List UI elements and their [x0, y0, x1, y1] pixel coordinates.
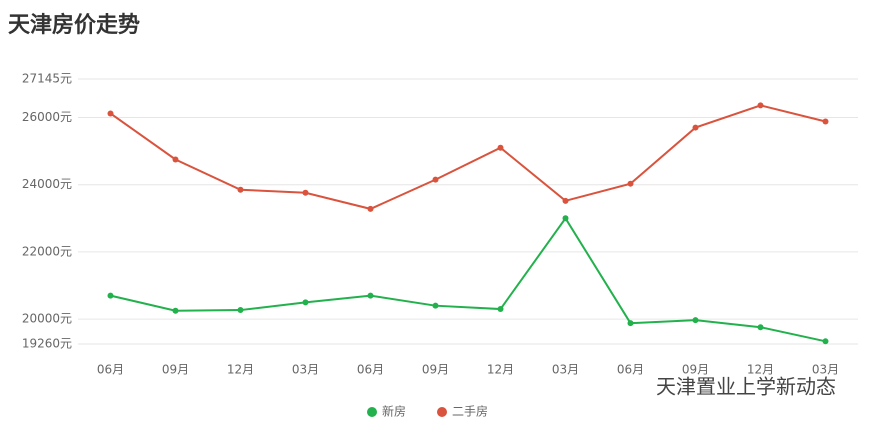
data-point	[302, 189, 309, 196]
data-point	[497, 306, 504, 313]
data-point	[692, 317, 699, 324]
y-tick-label: 26000元	[22, 110, 72, 124]
x-tick-label: 12月	[747, 363, 774, 377]
data-point	[627, 320, 634, 327]
x-tick-label: 09月	[162, 363, 189, 377]
data-point	[757, 324, 764, 331]
data-point	[107, 292, 114, 299]
y-tick-label: 27145元	[22, 72, 72, 86]
data-point	[237, 186, 244, 193]
y-tick-label: 20000元	[22, 312, 72, 326]
legend-label: 新房	[382, 404, 406, 419]
y-tick-label: 24000元	[22, 177, 72, 191]
x-tick-label: 03月	[552, 363, 579, 377]
y-tick-label: 19260元	[22, 337, 72, 351]
data-point	[367, 205, 374, 212]
x-tick-label: 06月	[617, 363, 644, 377]
data-point	[302, 299, 309, 306]
data-point	[692, 124, 699, 131]
data-point	[562, 197, 569, 204]
x-tick-label: 09月	[422, 363, 449, 377]
data-point	[562, 215, 569, 222]
data-point	[497, 144, 504, 151]
x-tick-label: 03月	[812, 363, 839, 377]
legend-marker	[437, 407, 447, 417]
data-point	[432, 302, 439, 309]
data-point	[367, 292, 374, 299]
x-tick-label: 03月	[292, 363, 319, 377]
watermark: 天津置业上学新动态	[656, 375, 836, 399]
series-line	[110, 216, 826, 343]
data-point	[432, 176, 439, 183]
legend-label: 二手房	[452, 404, 488, 419]
legend-marker	[367, 407, 377, 417]
x-tick-label: 06月	[357, 363, 384, 377]
x-tick-label: 06月	[97, 363, 124, 377]
data-point	[172, 307, 179, 314]
data-point	[107, 110, 114, 117]
data-point	[237, 307, 244, 314]
x-tick-label: 12月	[227, 363, 254, 377]
data-point	[172, 156, 179, 163]
data-point	[627, 180, 634, 187]
data-point	[757, 102, 764, 109]
y-tick-label: 22000元	[22, 244, 72, 258]
data-point	[822, 338, 829, 345]
series-line	[109, 104, 826, 210]
x-tick-label: 12月	[487, 363, 514, 377]
data-point	[822, 118, 829, 125]
x-tick-label: 09月	[682, 363, 709, 377]
chart-title: 天津房价走势	[8, 12, 140, 38]
